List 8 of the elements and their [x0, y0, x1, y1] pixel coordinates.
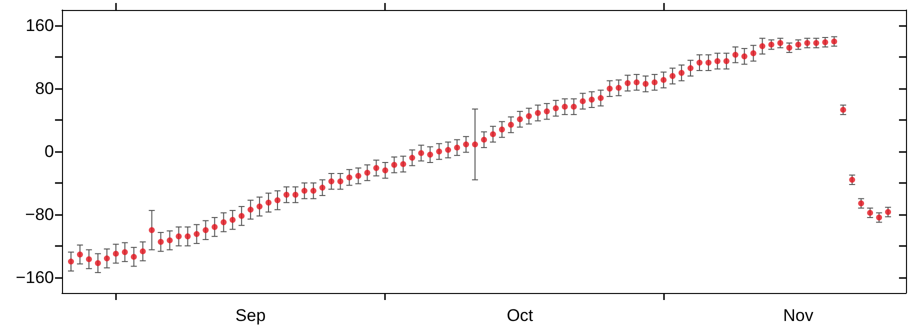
y-tick-label: 0 [44, 142, 54, 161]
x-tick-label: Nov [783, 306, 814, 325]
y-tick-label: 80 [35, 79, 54, 98]
y-tick-label: 160 [26, 16, 54, 36]
y-tick-label: −80 [25, 204, 54, 224]
x-tick-label: Sep [235, 306, 266, 325]
x-tick-label: Oct [506, 306, 534, 325]
y-tick-label: −160 [16, 268, 54, 287]
